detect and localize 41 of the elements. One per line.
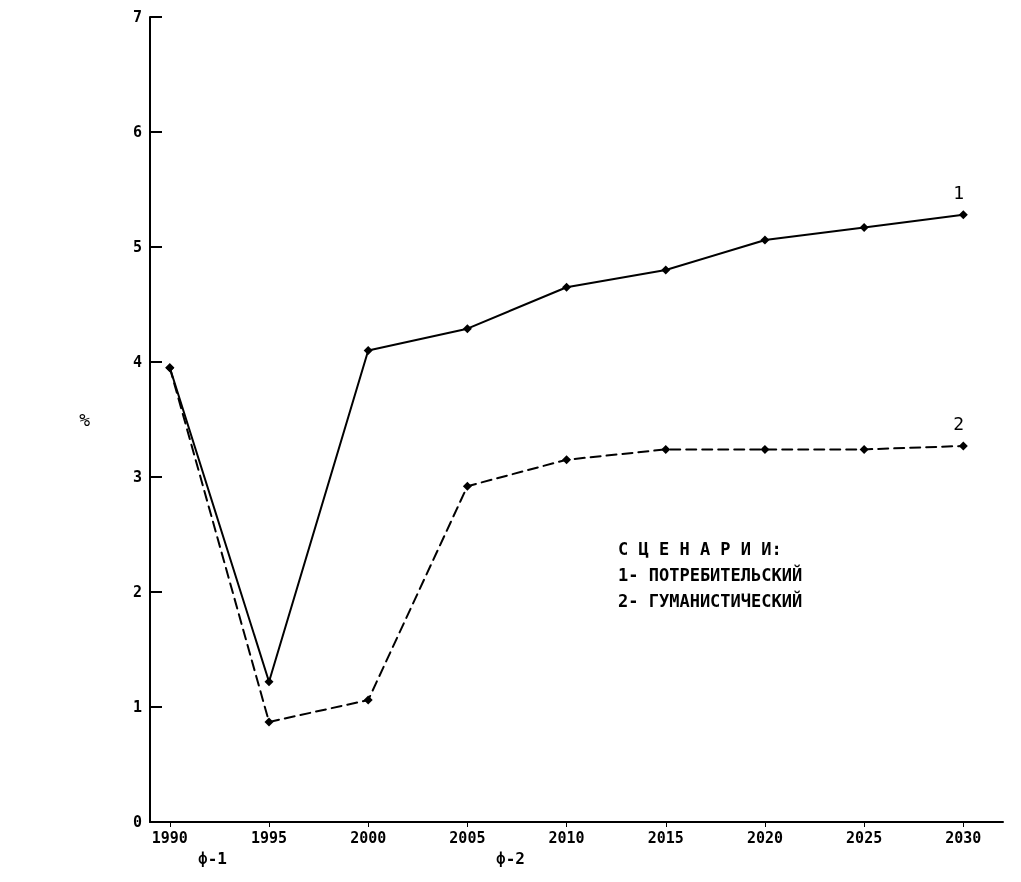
y-tick-label: 4 xyxy=(132,353,142,371)
x-tick-label: 1990 xyxy=(151,828,188,847)
annotation: 2- ГУМАНИСТИЧЕСКИЙ xyxy=(618,589,803,611)
x-tick-label: 2000 xyxy=(350,828,387,847)
text: ф-2 xyxy=(496,848,525,868)
series-label: 2 xyxy=(953,413,965,435)
point xyxy=(264,717,274,727)
point xyxy=(661,444,671,454)
point xyxy=(958,210,968,220)
point xyxy=(958,441,968,451)
point xyxy=(462,324,472,334)
y-tick-label: 7 xyxy=(132,8,142,26)
point xyxy=(562,455,572,465)
x-tick-label: 2005 xyxy=(449,828,486,847)
point xyxy=(363,695,373,705)
text: ф-1 xyxy=(198,848,227,868)
y-tick-label: 6 xyxy=(132,123,142,141)
point xyxy=(760,235,770,245)
y-tick-label: 1 xyxy=(132,698,142,716)
point xyxy=(462,481,472,491)
point xyxy=(363,346,373,355)
annotation: 1- ПОТРЕБИТЕЛЬСКИЙ xyxy=(618,563,803,585)
x-tick-label: 2020 xyxy=(746,828,784,847)
y-axis-title: % xyxy=(79,409,91,430)
series-label: 1 xyxy=(953,182,965,204)
y-tick-label: 2 xyxy=(132,583,142,601)
x-tick-label: 2030 xyxy=(945,828,982,847)
point xyxy=(562,282,572,292)
point xyxy=(661,265,671,275)
y-tick-label: 0 xyxy=(132,813,142,831)
point xyxy=(859,222,869,232)
x-tick-label: 2015 xyxy=(647,828,684,847)
x-tick-label: 1995 xyxy=(250,828,288,847)
y-tick-label: 5 xyxy=(132,238,142,256)
point xyxy=(859,444,869,454)
annotation: С Ц Е Н А Р И И: xyxy=(618,538,782,559)
y-tick-label: 3 xyxy=(132,468,142,486)
point xyxy=(264,677,274,687)
x-tick-label: 2010 xyxy=(548,828,585,847)
point xyxy=(760,444,770,454)
x-tick-label: 2025 xyxy=(846,828,883,847)
